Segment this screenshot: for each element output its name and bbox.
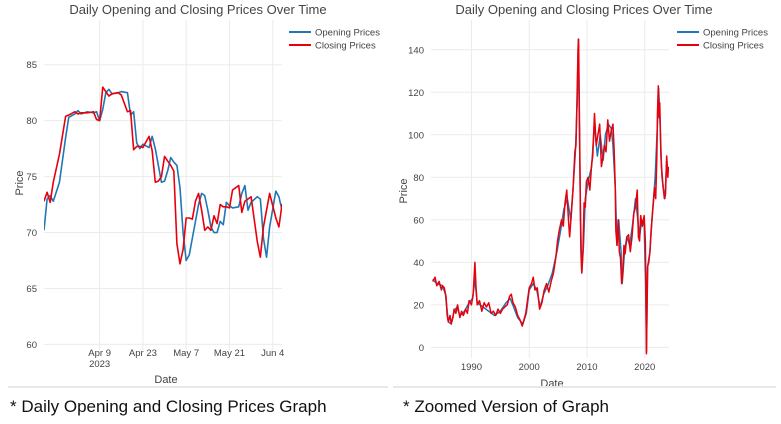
legend-item-opening[interactable]: Opening Prices: [289, 28, 380, 39]
chart-title: Daily Opening and Closing Prices Over Ti…: [69, 2, 326, 17]
series-lines: [44, 86, 288, 265]
y-tick-label: 100: [408, 130, 424, 141]
zoomed-prices-chart: 0 20 40 60 80 100 120 140 1990 2000 2010 2020 Dail…: [398, 2, 768, 388]
y-tick-label: 140: [408, 45, 424, 56]
legend-label-opening: Opening Prices: [703, 28, 768, 39]
series-line-closing[interactable]: [432, 38, 669, 355]
y-tick-label: 80: [413, 173, 424, 184]
y-ticks: 60 65 70 75 80 85: [26, 60, 37, 351]
x-tick-label: May 7: [173, 348, 199, 359]
y-tick-label: 0: [419, 343, 424, 354]
x-axis-label: Date: [154, 374, 177, 386]
x-tick-label: Jun 4: [261, 348, 284, 359]
legend-item-closing[interactable]: Closing Prices: [677, 41, 764, 52]
legend-label-closing: Closing Prices: [315, 41, 376, 52]
series-line-closing[interactable]: [44, 86, 288, 265]
y-tick-label: 65: [26, 284, 37, 295]
x-tick-label: 2010: [576, 362, 597, 373]
y-tick-label: 60: [26, 340, 37, 351]
grid-y: [44, 20, 282, 350]
caption-right: * Zoomed Version of Graph: [403, 397, 610, 416]
legend-label-opening: Opening Prices: [315, 28, 380, 39]
x-tick-label: 1990: [461, 362, 482, 373]
y-tick-label: 120: [408, 88, 424, 99]
x-tick-label: 2020: [634, 362, 655, 373]
chart-title: Daily Opening and Closing Prices Over Ti…: [455, 2, 712, 17]
x-axis-label: Date: [540, 378, 563, 388]
x-tick-label: Apr 23: [129, 348, 157, 359]
y-axis-label: Price: [398, 178, 410, 203]
y-tick-label: 60: [413, 215, 424, 226]
caption-left: * Daily Opening and Closing Prices Graph: [10, 397, 327, 416]
y-ticks: 0 20 40 60 80 100 120 140: [408, 45, 424, 354]
chart-panel-zoomed: 0 20 40 60 80 100 120 140 1990 2000 2010 2020 Dail…: [393, 0, 776, 388]
chart-panel-daily: 60 65 70 75 80 85 Apr 9 2023 Apr 23 May 7 May 21 J…: [8, 0, 388, 388]
caption-divider-right: [393, 386, 776, 388]
legend-label-closing: Closing Prices: [703, 41, 764, 52]
legend-item-opening[interactable]: Opening Prices: [677, 28, 768, 39]
y-tick-label: 20: [413, 300, 424, 311]
x-tick-label: 2000: [519, 362, 540, 373]
x-tick-sublabel: 2023: [89, 359, 110, 370]
x-tick-label: Apr 9: [88, 348, 111, 359]
legend[interactable]: Opening Prices Closing Prices: [289, 28, 380, 52]
y-tick-label: 40: [413, 258, 424, 269]
x-ticks: 1990 2000 2010 2020: [461, 362, 655, 373]
grid-x: [99, 20, 274, 350]
legend-item-closing[interactable]: Closing Prices: [289, 41, 376, 52]
legend[interactable]: Opening Prices Closing Prices: [677, 28, 768, 52]
y-axis-label: Price: [14, 170, 26, 195]
plot-area: [44, 20, 282, 350]
x-tick-label: May 21: [214, 348, 245, 359]
caption-divider-left: [8, 386, 388, 388]
series-lines: [432, 38, 669, 355]
y-tick-label: 85: [26, 60, 37, 71]
y-tick-label: 70: [26, 228, 37, 239]
y-tick-label: 80: [26, 116, 37, 127]
y-tick-label: 75: [26, 172, 37, 183]
